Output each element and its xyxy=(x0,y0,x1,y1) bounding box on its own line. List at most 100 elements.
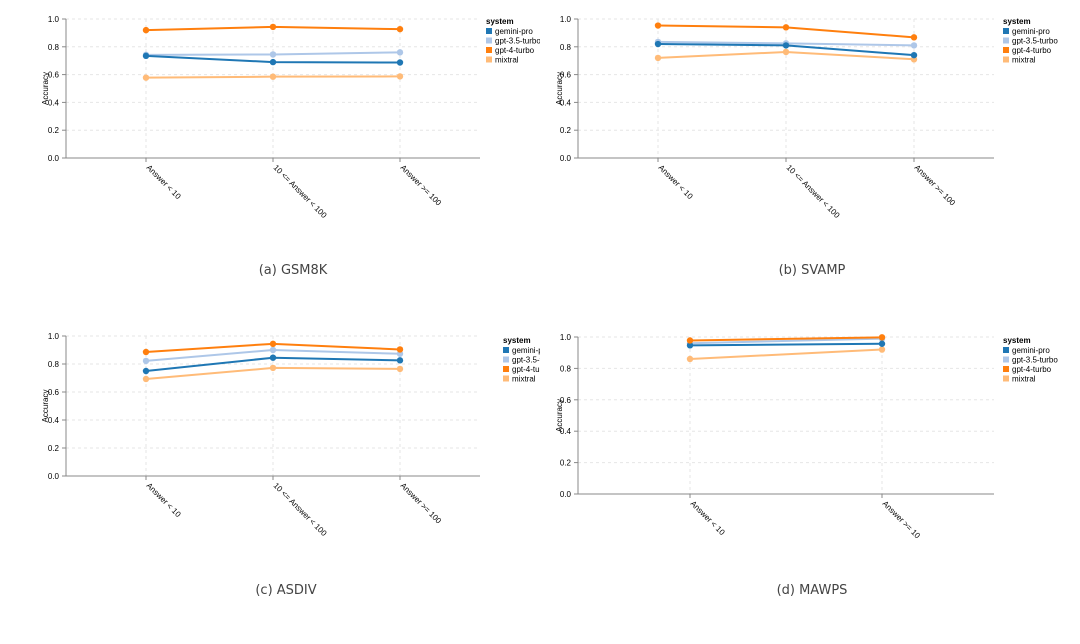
data-point-mixtral xyxy=(142,74,150,81)
legend-swatch-gpt-4-turbo xyxy=(1003,366,1009,372)
legend-label-gemini-pro: gemini-pro xyxy=(1012,346,1050,355)
y-tick-label: 0.6 xyxy=(48,388,60,397)
legend-swatch-mixtral xyxy=(1003,56,1009,63)
y-tick-label: 0.6 xyxy=(560,71,572,80)
legend-swatch-gemini-pro xyxy=(1003,28,1009,34)
legend-label-mixtral: mixtral xyxy=(1012,375,1036,384)
legend-label-mixtral: mixtral xyxy=(512,375,536,384)
y-tick-label: 0.8 xyxy=(48,43,60,52)
data-point-gemini-pro xyxy=(142,367,150,375)
legend-label-gpt-3.5-turbo: gpt-3.5-turbo xyxy=(1012,356,1058,365)
data-point-gpt-4-turbo xyxy=(396,346,404,353)
data-point-mixtral xyxy=(654,54,662,62)
data-point-gpt-3.5-turbo xyxy=(142,357,150,365)
legend-swatch-mixtral xyxy=(486,56,492,63)
data-point-mixtral xyxy=(269,73,277,80)
x-tick-label: 10 <= Answer < 100 xyxy=(785,163,842,220)
x-tick-label: Answer >= 100 xyxy=(913,163,958,208)
data-point-mixtral xyxy=(396,365,404,373)
data-point-mixtral xyxy=(782,48,790,56)
series-line-gpt-3.5-turbo xyxy=(689,337,883,345)
chart-caption: (a) GSM8K xyxy=(259,263,328,278)
legend-label-mixtral: mixtral xyxy=(1012,56,1036,65)
data-point-gpt-4-turbo xyxy=(878,334,886,341)
x-tick-label: Answer >= 100 xyxy=(399,481,444,526)
legend-swatch-gpt-4-turbo xyxy=(486,47,492,53)
y-tick-label: 0.0 xyxy=(560,154,572,163)
legend-label-gpt-4-turbo: gpt-4-turbo xyxy=(495,46,535,55)
legend-swatch-mixtral xyxy=(503,375,509,382)
y-tick-label: 0.0 xyxy=(48,154,60,163)
legend-swatch-gpt-3.5-turbo xyxy=(503,356,509,363)
chart-mawps: 0.0 0.2 0.4 0.6 0.8 1.0 Answer < 10 Answer >= 1… xyxy=(555,333,1058,598)
chart-gsm8k: 0.0 0.2 0.4 0.6 0.8 1.0 Answer < 10 10 <= Answe… xyxy=(41,15,540,278)
x-tick-label: Answer >= 10 xyxy=(881,499,923,541)
legend-swatch-mixtral xyxy=(1003,375,1009,382)
legend-swatch-gpt-4-turbo xyxy=(1003,47,1009,53)
y-tick-label: 0.2 xyxy=(48,126,60,135)
legend-label-gemini-pro: gemini-pro xyxy=(512,346,540,355)
series-line-gpt-4-turbo xyxy=(689,336,883,342)
data-point-gemini-pro xyxy=(654,40,662,48)
data-point-gpt-4-turbo xyxy=(269,23,277,31)
data-point-mixtral xyxy=(142,375,150,383)
series-line-mixtral xyxy=(689,348,883,360)
chart-caption: (c) ASDIV xyxy=(255,583,316,598)
legend-label-gemini-pro: gemini-pro xyxy=(1012,27,1050,36)
y-tick-label: 0.8 xyxy=(48,360,60,369)
data-point-gemini-pro xyxy=(910,51,918,59)
data-point-gpt-4-turbo xyxy=(142,26,150,34)
series-line-gemini-pro xyxy=(689,342,883,347)
legend-label-gemini-pro: gemini-pro xyxy=(495,27,533,36)
legend-label-gpt-4-turbo: gpt-4-turbo xyxy=(1012,365,1052,374)
data-point-gpt-4-turbo xyxy=(396,25,404,33)
x-tick-label: Answer < 10 xyxy=(145,481,183,519)
x-tick-label: 10 <= Answer < 100 xyxy=(272,481,329,538)
data-point-gpt-4-turbo xyxy=(910,34,918,41)
chart-caption: (b) SVAMP xyxy=(779,263,846,278)
chart-svamp: 0.0 0.2 0.4 0.6 0.8 1.0 Answer < 10 10 <= Answe… xyxy=(555,15,1058,278)
y-tick-label: 1.0 xyxy=(560,15,572,24)
legend-swatch-gemini-pro xyxy=(503,347,509,353)
legend-swatch-gpt-3.5-turbo xyxy=(486,37,492,44)
data-point-mixtral xyxy=(396,73,404,80)
data-point-gemini-pro xyxy=(396,59,404,66)
legend-swatch-gemini-pro xyxy=(1003,347,1009,353)
y-axis-label: Accuracy xyxy=(41,390,50,423)
data-point-gpt-4-turbo xyxy=(142,348,150,356)
data-point-gpt-3.5-turbo xyxy=(910,42,918,49)
legend-swatch-gpt-3.5-turbo xyxy=(1003,356,1009,363)
legend-label-gpt-3.5-turbo: gpt-3.5-turbo xyxy=(495,37,540,46)
data-point-mixtral xyxy=(686,355,694,363)
x-tick-label: Answer < 10 xyxy=(689,499,727,537)
data-point-gpt-3.5-turbo xyxy=(396,49,404,56)
legend-label-gpt-4-turbo: gpt-4-turbo xyxy=(1012,46,1052,55)
y-tick-label: 0.6 xyxy=(560,396,572,405)
data-point-gemini-pro xyxy=(269,58,277,66)
data-point-gemini-pro xyxy=(878,340,886,347)
y-tick-label: 0.0 xyxy=(48,472,60,481)
y-tick-label: 1.0 xyxy=(48,15,60,24)
y-tick-label: 0.4 xyxy=(48,416,60,425)
legend-label-gpt-3.5-turbo: gpt-3.5-turbo xyxy=(512,356,540,365)
x-tick-label: Answer >= 100 xyxy=(399,163,444,208)
x-tick-label: Answer < 10 xyxy=(145,163,183,201)
y-tick-label: 0.2 xyxy=(560,126,572,135)
y-tick-label: 0.2 xyxy=(48,444,60,453)
x-tick-label: Answer < 10 xyxy=(657,163,695,201)
legend-title: system xyxy=(486,17,514,26)
data-point-gemini-pro xyxy=(269,354,277,361)
y-tick-label: 0.4 xyxy=(560,98,572,107)
legend-title: system xyxy=(1003,336,1031,345)
data-point-gpt-4-turbo xyxy=(654,22,662,29)
y-tick-label: 1.0 xyxy=(560,333,572,342)
legend-swatch-gpt-3.5-turbo xyxy=(1003,37,1009,44)
chart-caption: (d) MAWPS xyxy=(777,583,848,598)
y-tick-label: 0.8 xyxy=(560,43,572,52)
data-point-gemini-pro xyxy=(142,52,150,60)
y-axis-label: Accuracy xyxy=(555,72,564,105)
legend-label-gpt-4-turbo: gpt-4-turbo xyxy=(512,365,540,374)
chart-asdiv: 0.0 0.2 0.4 0.6 0.8 1.0 Answer < 10 10 <= Answe… xyxy=(41,332,540,598)
data-point-gpt-4-turbo xyxy=(782,24,790,31)
y-tick-label: 0.6 xyxy=(48,71,60,80)
